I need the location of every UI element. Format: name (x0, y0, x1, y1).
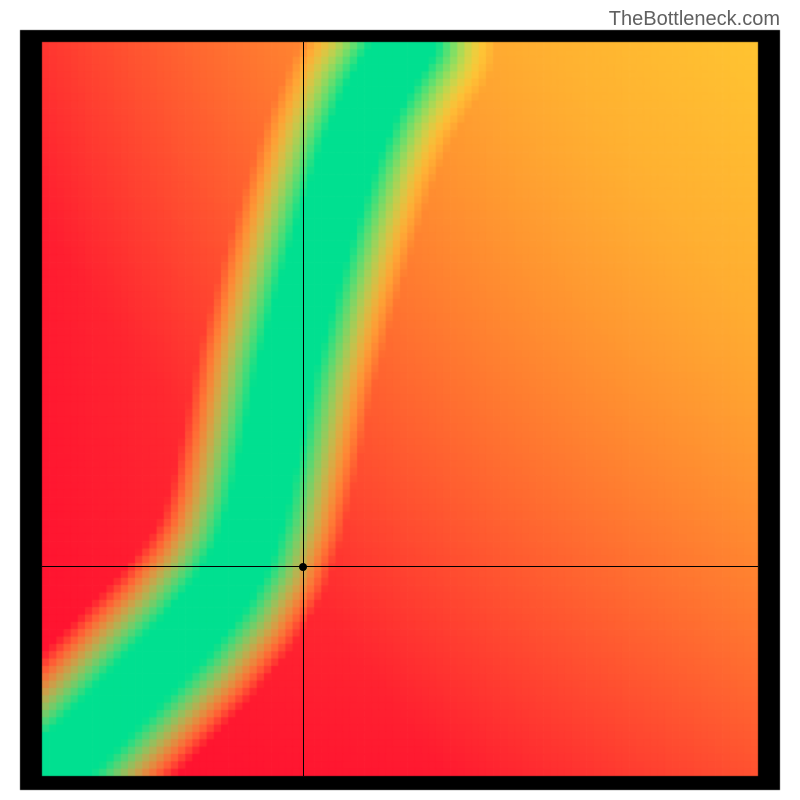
chart-container: TheBottleneck.com (0, 0, 800, 800)
crosshair-vertical (303, 42, 304, 776)
heatmap-canvas (0, 0, 800, 800)
watermark-text: TheBottleneck.com (609, 8, 780, 31)
crosshair-horizontal (42, 566, 758, 567)
